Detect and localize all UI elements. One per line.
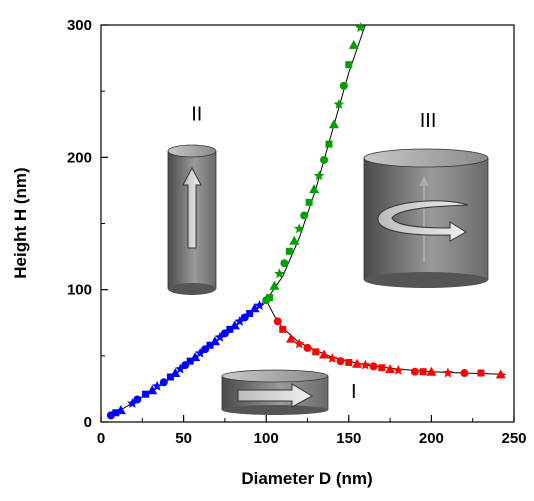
y-tick-label: 200 (67, 149, 92, 166)
data-point (190, 352, 201, 362)
data-point (345, 61, 353, 69)
data-point (339, 81, 348, 90)
x-tick-label: 250 (501, 430, 526, 447)
data-point (305, 198, 313, 206)
data-point (300, 211, 309, 220)
data-point (234, 315, 245, 326)
data-point (115, 405, 126, 415)
data-point (294, 338, 305, 349)
data-point (285, 247, 293, 255)
y-axis-title: Height H (nm) (11, 167, 30, 278)
data-point (369, 362, 378, 371)
y-axis-ticks: 0 100 200 300 (67, 17, 108, 431)
data-point (214, 331, 226, 342)
region-label: II (191, 103, 202, 125)
data-point (348, 39, 359, 49)
region-label: III (420, 110, 437, 132)
data-point (327, 353, 338, 363)
data-point (274, 268, 285, 279)
data-point (269, 280, 280, 290)
data-point (328, 119, 339, 129)
data-point (333, 98, 345, 109)
data-point (142, 390, 150, 398)
data-point (209, 336, 220, 346)
data-points (106, 22, 506, 420)
y-tick-label: 300 (67, 17, 92, 34)
data-point (285, 333, 296, 343)
region-label: I (351, 381, 357, 403)
data-point (294, 223, 305, 234)
data-point (393, 364, 404, 375)
data-point (127, 398, 138, 408)
data-point (352, 358, 363, 368)
data-point (254, 300, 265, 310)
data-point (147, 385, 158, 395)
data-point (345, 358, 353, 366)
data-point (175, 363, 186, 374)
data-point (360, 359, 371, 370)
data-point (280, 259, 289, 268)
data-point (385, 364, 396, 374)
data-point (303, 343, 312, 352)
data-point (325, 140, 333, 148)
x-tick-label: 200 (419, 430, 444, 447)
x-axis-title: Diameter D (nm) (241, 469, 372, 488)
vortex-cylinder-illustration (363, 148, 489, 288)
data-point (151, 380, 163, 391)
data-point (194, 347, 206, 358)
vertical-magnetization-cylinder-illustration (167, 144, 217, 295)
y-tick-label: 0 (84, 414, 92, 431)
data-point (378, 364, 386, 372)
data-point (419, 368, 427, 376)
data-point (410, 367, 419, 376)
x-tick-label: 100 (254, 430, 279, 447)
data-point (273, 317, 282, 326)
data-point (133, 395, 142, 404)
in-plane-disc-illustration (221, 369, 329, 415)
data-point (266, 294, 274, 302)
data-point (313, 170, 325, 181)
data-point (289, 235, 300, 245)
data-point (477, 369, 485, 377)
data-point (319, 349, 330, 359)
x-tick-label: 0 (97, 430, 105, 447)
data-point (249, 303, 260, 313)
data-point (312, 348, 320, 356)
data-point (442, 367, 454, 378)
data-point (170, 368, 181, 378)
region-labels: III III (191, 103, 436, 403)
data-point (495, 369, 506, 379)
x-axis-ticks: 0 50 100 150 200 250 (97, 415, 527, 447)
data-point (112, 409, 120, 417)
data-point (159, 378, 168, 387)
fit-curve (265, 300, 506, 375)
data-point (336, 357, 345, 366)
x-tick-label: 50 (175, 430, 192, 447)
data-point (309, 184, 320, 194)
y-tick-label: 100 (67, 282, 92, 299)
data-point (229, 320, 240, 330)
data-point (246, 309, 254, 317)
data-point (355, 22, 366, 33)
data-point (460, 369, 469, 378)
x-tick-label: 150 (336, 430, 361, 447)
data-point (279, 325, 287, 333)
data-point (320, 155, 329, 164)
data-point (426, 366, 437, 376)
